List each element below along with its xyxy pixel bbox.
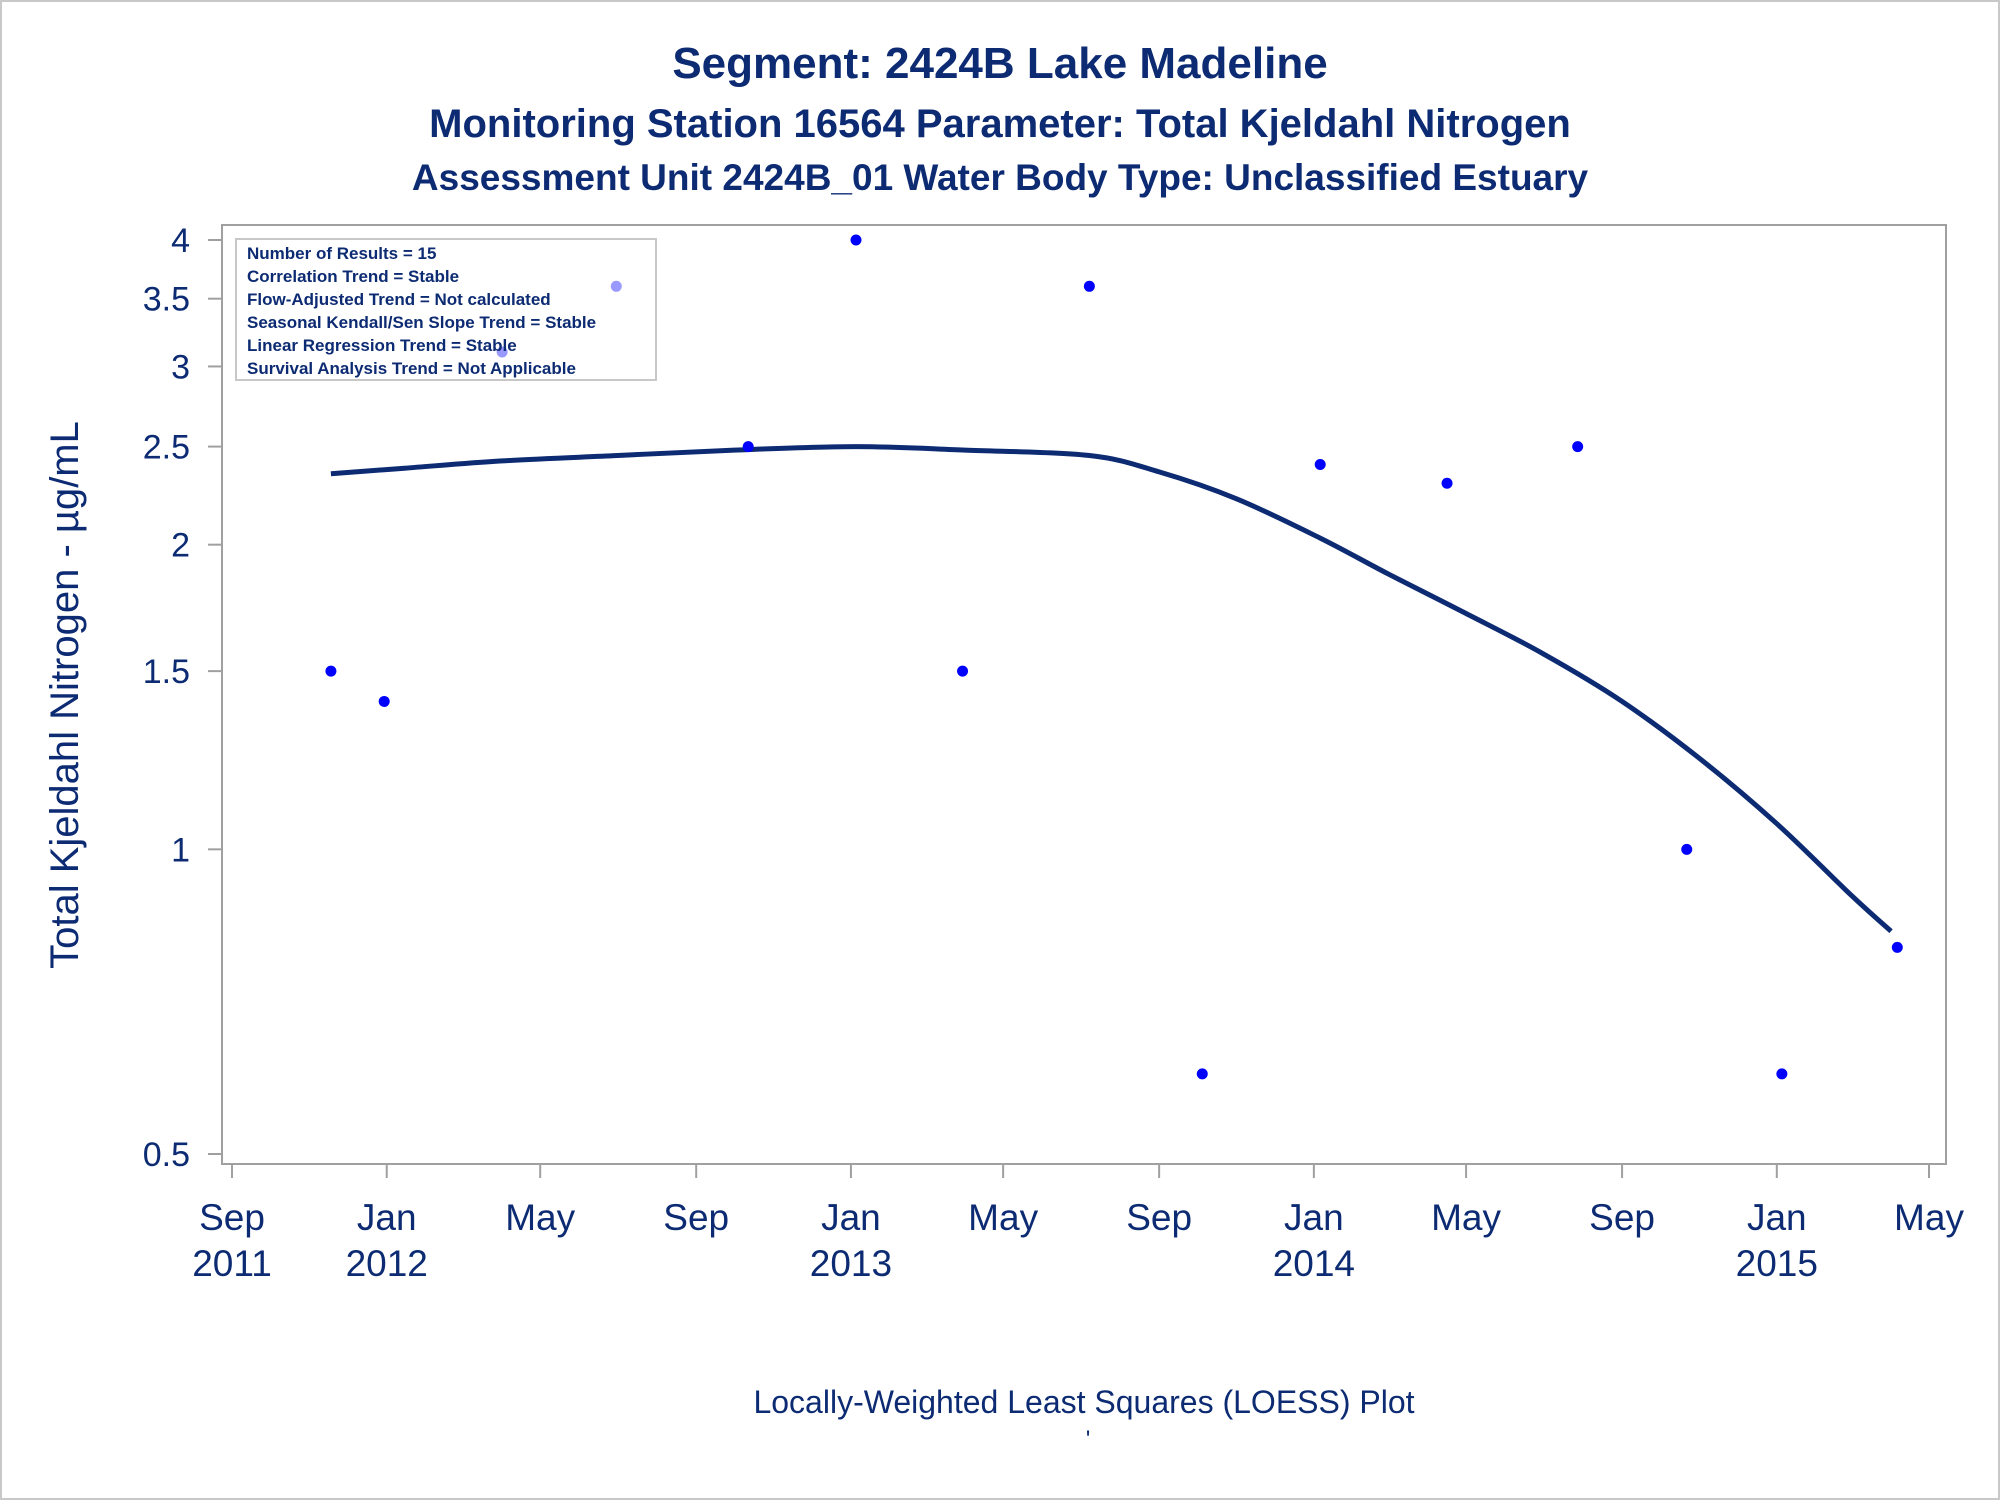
stats-line-linear-regression: Linear Regression Trend = Stable	[247, 336, 517, 355]
chart-subtitle-2: Assessment Unit 2424B_01 Water Body Type…	[412, 157, 1589, 198]
x-tick-label: Sep	[199, 1197, 265, 1238]
chart-subtitle: Monitoring Station 16564 Parameter: Tota…	[429, 102, 1571, 146]
x-tick-label: Sep	[663, 1197, 729, 1238]
data-point	[1441, 477, 1453, 489]
data-point	[1572, 441, 1584, 453]
data-point	[742, 441, 754, 453]
chart-title: Segment: 2424B Lake Madeline	[672, 39, 1327, 88]
stats-box-border	[235, 238, 657, 381]
y-tick-label: 1	[171, 831, 190, 869]
y-tick-label: 3	[171, 348, 190, 386]
stats-line-results: Number of Results = 15	[247, 244, 436, 263]
data-point	[1196, 1068, 1208, 1080]
data-point	[1083, 280, 1095, 292]
stats-box: Number of Results = 15 Correlation Trend…	[235, 238, 657, 381]
x-tick-year-label: 2015	[1736, 1243, 1818, 1284]
loess-line	[330, 444, 1893, 934]
data-point	[1681, 843, 1693, 855]
stats-line-survival-analysis: Survival Analysis Trend = Not Applicable	[247, 359, 576, 378]
y-axis: 0.5 1 1.5 2 2.5 3 3.5 4	[143, 222, 222, 1174]
data-point	[378, 695, 390, 707]
x-tick-label: May	[1894, 1197, 1964, 1238]
y-axis-label: Total Kjeldahl Nitrogen - µg/mL	[43, 421, 87, 969]
y-tick-label: 0.5	[143, 1136, 190, 1174]
loess-layer	[330, 444, 1893, 934]
x-tick-year-label: 2012	[346, 1243, 428, 1284]
y-tick-label: 2.5	[143, 429, 190, 467]
y-tick-label: 2	[171, 527, 190, 565]
stats-line-seasonal-kendall: Seasonal Kendall/Sen Slope Trend = Stabl…	[247, 313, 596, 332]
chart-footnote: Locally-Weighted Least Squares (LOESS) P…	[753, 1384, 1414, 1420]
stats-line-correlation: Correlation Trend = Stable	[247, 267, 459, 286]
x-tick-label: Jan	[1284, 1197, 1344, 1238]
x-tick-year-label: 2011	[192, 1243, 272, 1284]
data-point	[1891, 941, 1903, 953]
x-tick-label: May	[968, 1197, 1038, 1238]
data-point	[850, 234, 862, 246]
data-point	[1314, 459, 1326, 471]
y-tick-label: 4	[171, 222, 190, 260]
x-tick-year-label: 2013	[810, 1243, 892, 1284]
x-tick-label: Jan	[357, 1197, 417, 1238]
x-tick-label: May	[505, 1197, 575, 1238]
chart-footnote-mark: '	[1086, 1426, 1091, 1453]
y-tick-label: 1.5	[143, 653, 190, 691]
x-axis: Sep 2011 Jan 2012 May Sep Jan 2013 May Sep Jan 2014…	[192, 1164, 1964, 1284]
x-tick-label: Sep	[1589, 1197, 1655, 1238]
data-point	[325, 665, 337, 677]
stats-line-flow-adjusted: Flow-Adjusted Trend = Not calculated	[247, 290, 551, 309]
x-tick-label: Sep	[1126, 1197, 1192, 1238]
data-point	[1776, 1068, 1788, 1080]
plot-area	[221, 224, 1947, 1165]
x-tick-label: Jan	[821, 1197, 881, 1238]
x-tick-year-label: 2014	[1273, 1243, 1355, 1284]
x-tick-label: Jan	[1747, 1197, 1807, 1238]
y-tick-label: 3.5	[143, 281, 190, 319]
x-tick-label: May	[1431, 1197, 1501, 1238]
data-point	[957, 665, 969, 677]
